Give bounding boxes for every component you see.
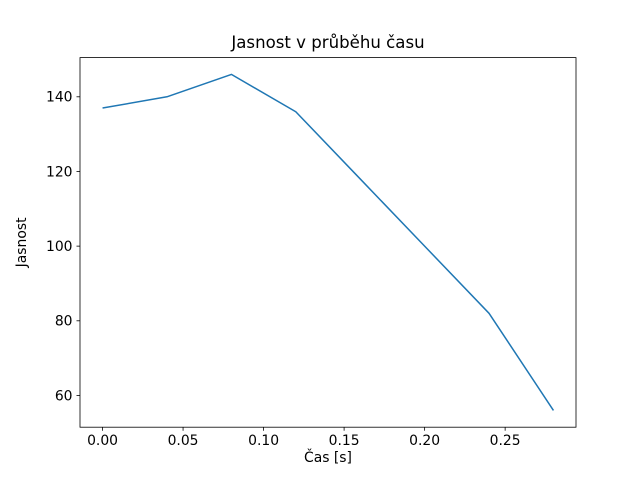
y-tick-label: 100: [46, 239, 73, 255]
x-tick-label: 0.25: [490, 433, 521, 449]
axes-frame: [79, 57, 577, 428]
x-tick-label: 0.15: [329, 433, 360, 449]
data-line: [102, 73, 555, 411]
y-tick-label: 80: [55, 314, 73, 330]
y-tick-label: 140: [46, 90, 73, 106]
chart-title: Jasnost v průběhu času: [230, 33, 424, 52]
x-tick-label: 0.05: [168, 433, 199, 449]
x-axis-label: Čas [s]: [304, 448, 352, 466]
plot-area: 0.00 0.05 0.10 0.15 0.20 0.25 60 80 100 120 140: [46, 57, 577, 449]
x-tick-label: 0.00: [87, 433, 118, 449]
x-tick-label: 0.20: [409, 433, 440, 449]
y-tick-label: 60: [55, 388, 73, 404]
x-tick-label: 0.10: [248, 433, 279, 449]
y-axis-label: Jasnost: [14, 217, 30, 268]
y-tick-label: 120: [46, 164, 73, 180]
